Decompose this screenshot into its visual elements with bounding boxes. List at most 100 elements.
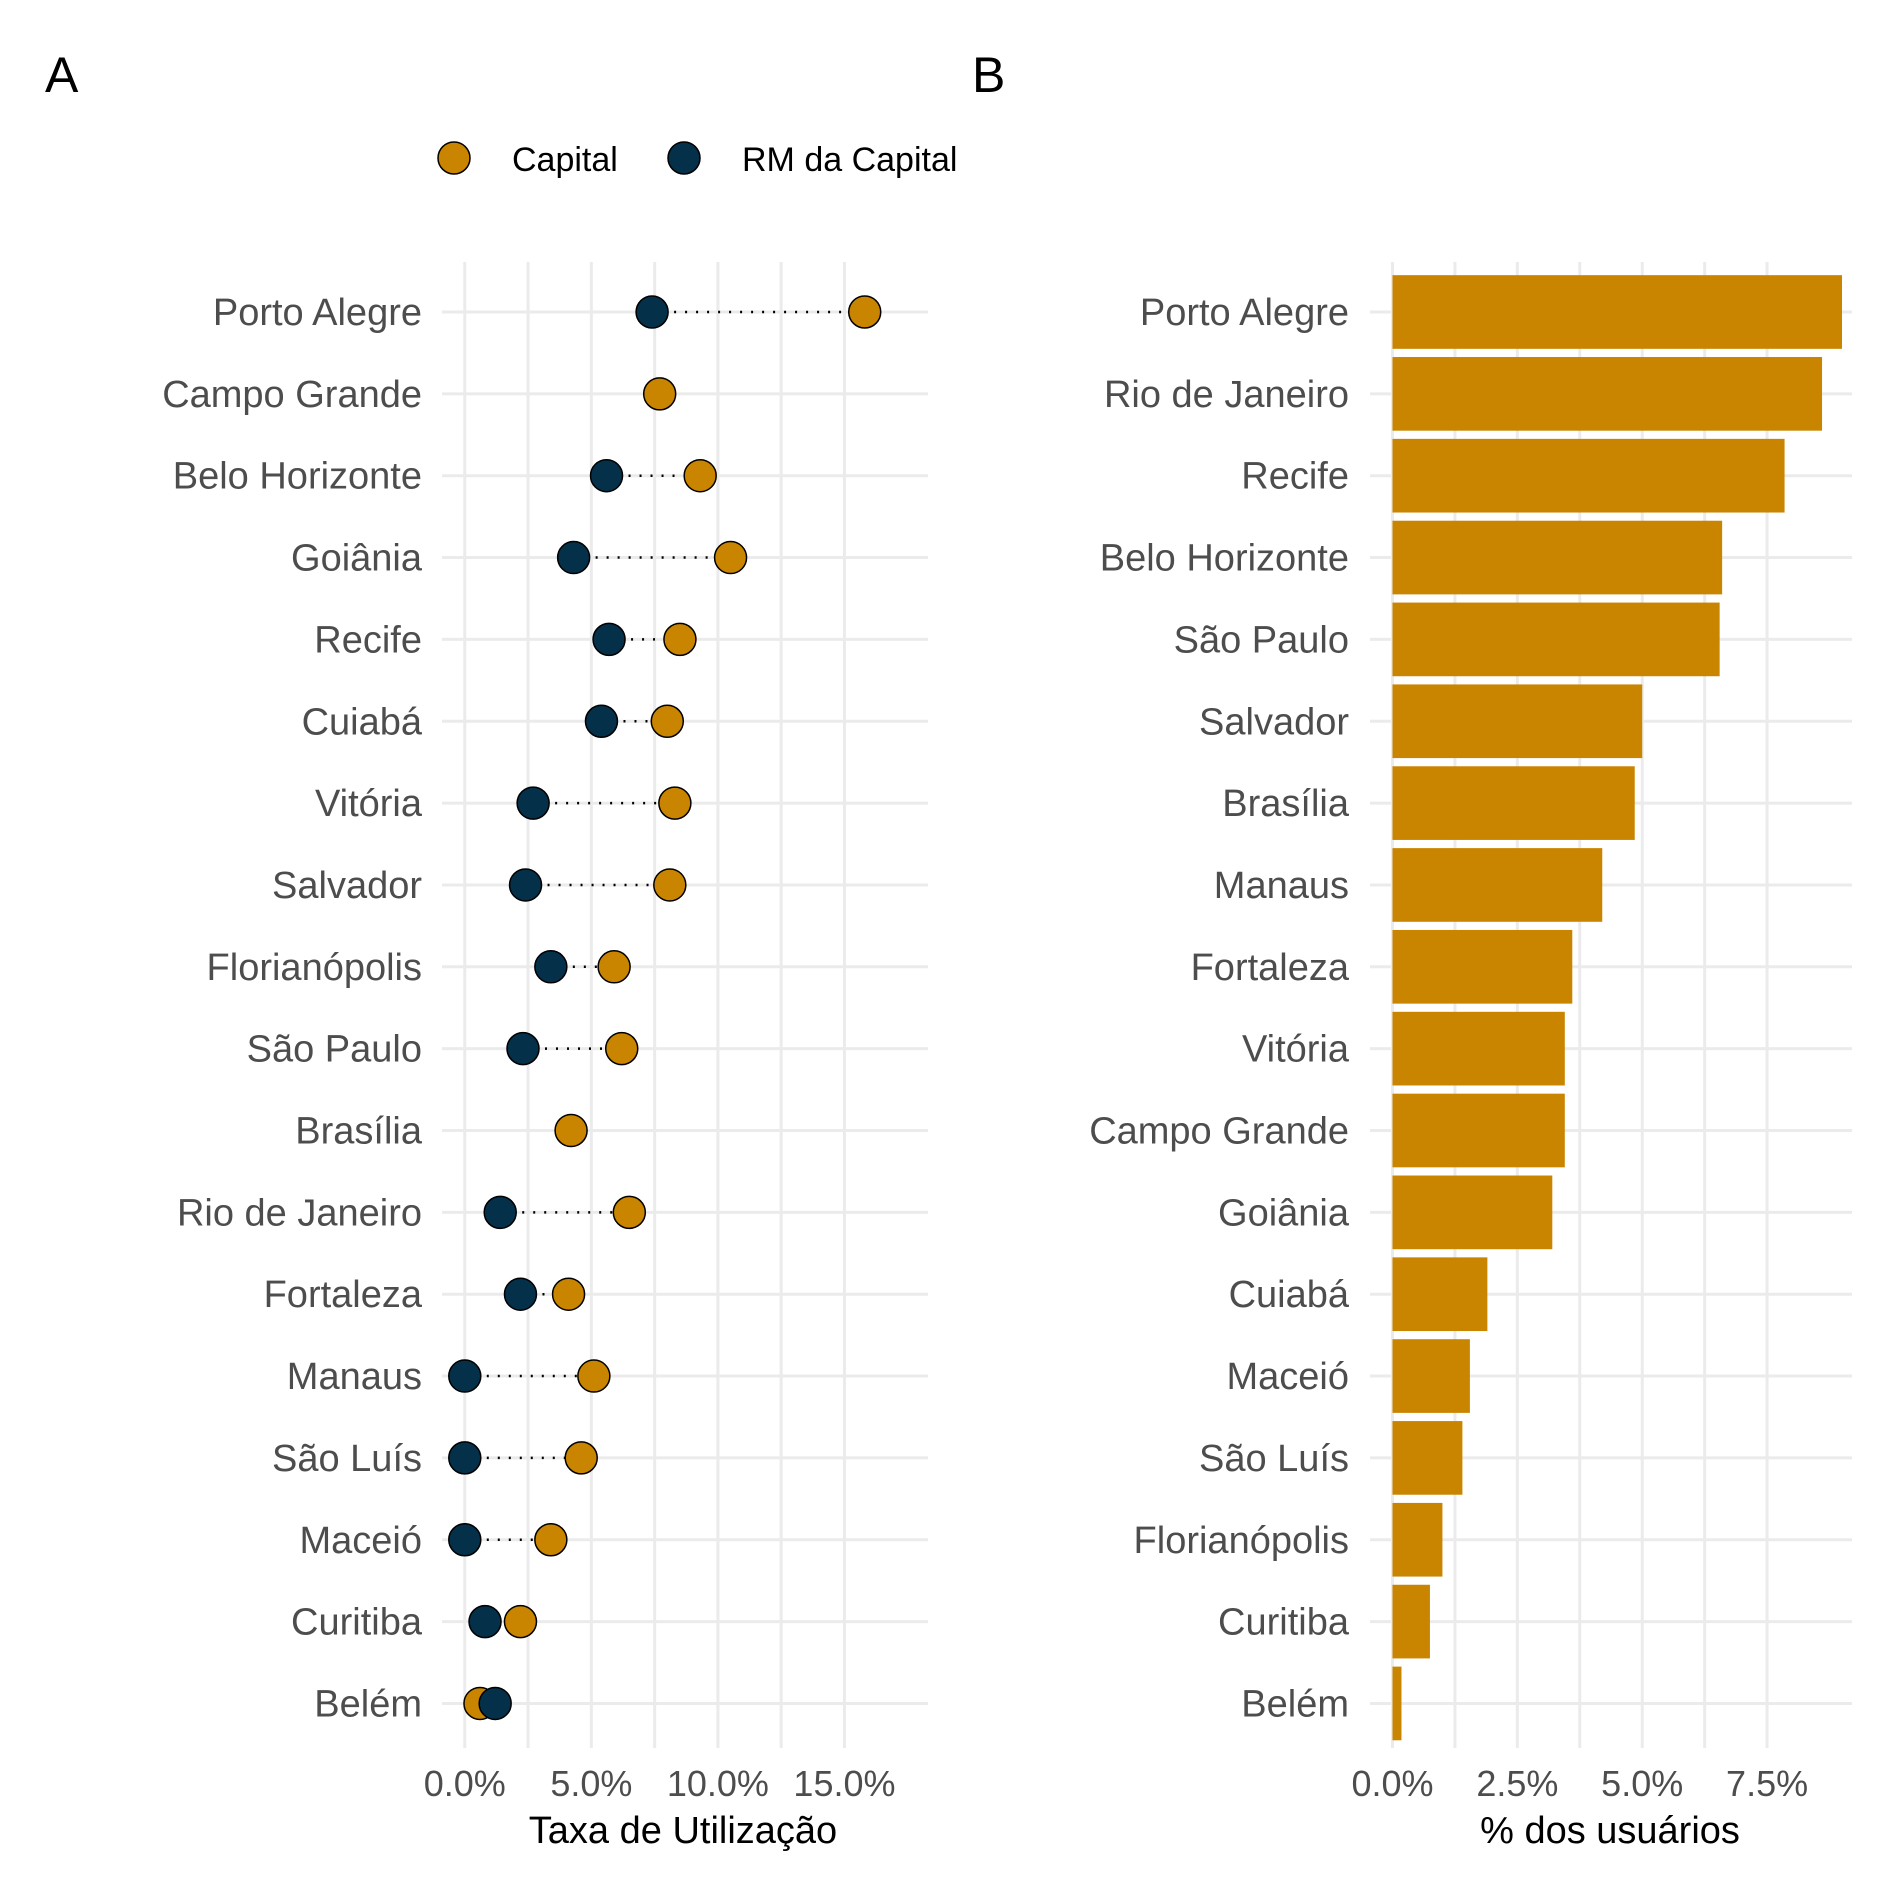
category-label-florianopolis: Florianópolis bbox=[1134, 1520, 1349, 1562]
legend-rm-label: RM da Capital bbox=[742, 141, 957, 179]
x-tick-label: 10.0% bbox=[667, 1763, 769, 1804]
point-rm-belem bbox=[478, 1686, 512, 1721]
panel-b-x-axis-title: % dos usuários bbox=[1480, 1810, 1740, 1852]
panel-b-x-tick-labels: 0.0% 2.5% 5.0% 7.5% bbox=[1351, 1763, 1808, 1804]
category-label-florianopolis: Florianópolis bbox=[207, 947, 422, 989]
category-label-sao-paulo: São Paulo bbox=[1174, 619, 1349, 661]
x-tick-label: 15.0% bbox=[793, 1763, 895, 1804]
point-rm-sao-luis bbox=[448, 1441, 482, 1475]
category-label-manaus: Manaus bbox=[1214, 865, 1349, 907]
point-rm-manaus bbox=[448, 1359, 482, 1393]
category-label-goiania: Goiânia bbox=[291, 538, 423, 580]
panel-a-tag: A bbox=[45, 47, 79, 103]
point-rm-salvador bbox=[508, 868, 543, 902]
point-rm-fortaleza bbox=[503, 1277, 538, 1311]
legend-rm-swatch bbox=[667, 141, 701, 175]
category-label-belem: Belém bbox=[314, 1683, 422, 1725]
category-label-maceio: Maceió bbox=[300, 1520, 423, 1562]
category-label-sao-luis: São Luís bbox=[272, 1438, 422, 1480]
point-capital-vitoria bbox=[658, 786, 692, 820]
bar-florianopolis bbox=[1392, 1502, 1443, 1577]
category-label-porto-alegre: Porto Alegre bbox=[1140, 292, 1349, 334]
category-label-fortaleza: Fortaleza bbox=[264, 1274, 423, 1316]
bar-sao-paulo bbox=[1392, 602, 1720, 677]
category-label-belo-horizonte: Belo Horizonte bbox=[1100, 538, 1349, 580]
category-label-sao-luis: São Luís bbox=[1199, 1438, 1349, 1480]
panel-a: A Capital RM da Capital Porto Alegre Camp… bbox=[45, 47, 957, 1852]
bar-salvador bbox=[1392, 684, 1643, 759]
point-capital-cuiaba bbox=[650, 704, 685, 738]
bar-recife bbox=[1392, 438, 1785, 513]
point-rm-sao-paulo bbox=[506, 1031, 540, 1066]
x-tick-label: 7.5% bbox=[1726, 1763, 1808, 1804]
category-label-salvador: Salvador bbox=[272, 865, 422, 907]
panel-b-bars bbox=[1392, 275, 1843, 1741]
category-label-vitoria: Vitória bbox=[1242, 1029, 1350, 1071]
point-capital-curitiba bbox=[503, 1604, 538, 1639]
category-label-rio-de-janeiro: Rio de Janeiro bbox=[1104, 374, 1349, 416]
category-label-cuiaba: Cuiabá bbox=[302, 701, 423, 743]
category-label-maceio: Maceió bbox=[1227, 1356, 1350, 1398]
bar-sao-luis bbox=[1392, 1421, 1463, 1495]
bar-curitiba bbox=[1392, 1584, 1430, 1659]
bar-campo-grande bbox=[1392, 1093, 1565, 1168]
category-label-vitoria: Vitória bbox=[315, 783, 423, 825]
category-label-salvador: Salvador bbox=[1199, 701, 1349, 743]
legend-capital-swatch bbox=[437, 141, 471, 175]
point-capital-salvador bbox=[653, 868, 687, 902]
panel-a-x-axis-title: Taxa de Utilização bbox=[529, 1810, 837, 1852]
point-rm-vitoria bbox=[516, 786, 550, 820]
panel-a-grid bbox=[442, 262, 928, 1748]
category-label-rio-de-janeiro: Rio de Janeiro bbox=[177, 1192, 422, 1234]
category-label-belem: Belém bbox=[1241, 1683, 1349, 1725]
point-rm-cuiaba bbox=[584, 704, 619, 738]
bar-belem bbox=[1392, 1666, 1402, 1741]
x-tick-label: 0.0% bbox=[1351, 1763, 1433, 1804]
x-tick-label: 0.0% bbox=[424, 1763, 506, 1804]
category-label-fortaleza: Fortaleza bbox=[1191, 947, 1350, 989]
point-capital-florianopolis bbox=[597, 950, 631, 984]
point-capital-rio-de-janeiro bbox=[612, 1195, 647, 1230]
category-label-brasilia: Brasília bbox=[295, 1111, 423, 1153]
bar-vitoria bbox=[1392, 1011, 1565, 1086]
category-label-brasilia: Brasília bbox=[1222, 783, 1350, 825]
bar-rio-de-janeiro bbox=[1392, 357, 1823, 431]
category-label-campo-grande: Campo Grande bbox=[162, 374, 422, 416]
point-capital-goiania bbox=[713, 540, 748, 575]
point-capital-porto-alegre bbox=[847, 295, 882, 329]
bar-fortaleza bbox=[1392, 929, 1573, 1004]
category-label-curitiba: Curitiba bbox=[291, 1602, 423, 1644]
panel-a-category-labels: Porto Alegre Campo Grande Belo Horizonte Go… bbox=[162, 292, 423, 1725]
category-label-campo-grande: Campo Grande bbox=[1089, 1111, 1349, 1153]
x-tick-label: 2.5% bbox=[1476, 1763, 1558, 1804]
bar-porto-alegre bbox=[1392, 275, 1843, 349]
bar-belo-horizonte bbox=[1392, 520, 1723, 595]
point-rm-rio-de-janeiro bbox=[483, 1195, 517, 1230]
category-label-recife: Recife bbox=[1241, 456, 1349, 498]
panel-a-x-tick-labels: 0.0% 5.0% 10.0% 15.0% bbox=[424, 1763, 896, 1804]
bar-maceio bbox=[1392, 1339, 1470, 1413]
point-capital-manaus bbox=[577, 1359, 611, 1393]
point-rm-recife bbox=[592, 622, 626, 657]
point-rm-curitiba bbox=[468, 1604, 502, 1639]
x-tick-label: 5.0% bbox=[1601, 1763, 1683, 1804]
category-label-recife: Recife bbox=[314, 619, 422, 661]
bar-brasilia bbox=[1392, 766, 1635, 840]
category-label-cuiaba: Cuiabá bbox=[1229, 1274, 1350, 1316]
point-capital-sao-paulo bbox=[604, 1031, 639, 1066]
point-rm-belo-horizonte bbox=[589, 458, 624, 493]
bar-goiania bbox=[1392, 1175, 1553, 1250]
point-capital-brasilia bbox=[554, 1113, 588, 1148]
point-rm-porto-alegre bbox=[635, 295, 669, 329]
category-label-goiania: Goiânia bbox=[1218, 1192, 1350, 1234]
point-capital-belo-horizonte bbox=[683, 458, 717, 493]
category-label-manaus: Manaus bbox=[287, 1356, 422, 1398]
point-capital-sao-luis bbox=[564, 1441, 598, 1475]
point-rm-florianopolis bbox=[534, 950, 568, 984]
panel-b: B Porto Alegre Rio de Janeiro Recife Belo H… bbox=[972, 47, 1852, 1852]
point-capital-recife bbox=[663, 622, 697, 657]
panel-b-tag: B bbox=[972, 47, 1005, 103]
point-rm-maceio bbox=[448, 1523, 482, 1557]
x-tick-label: 5.0% bbox=[550, 1763, 632, 1804]
